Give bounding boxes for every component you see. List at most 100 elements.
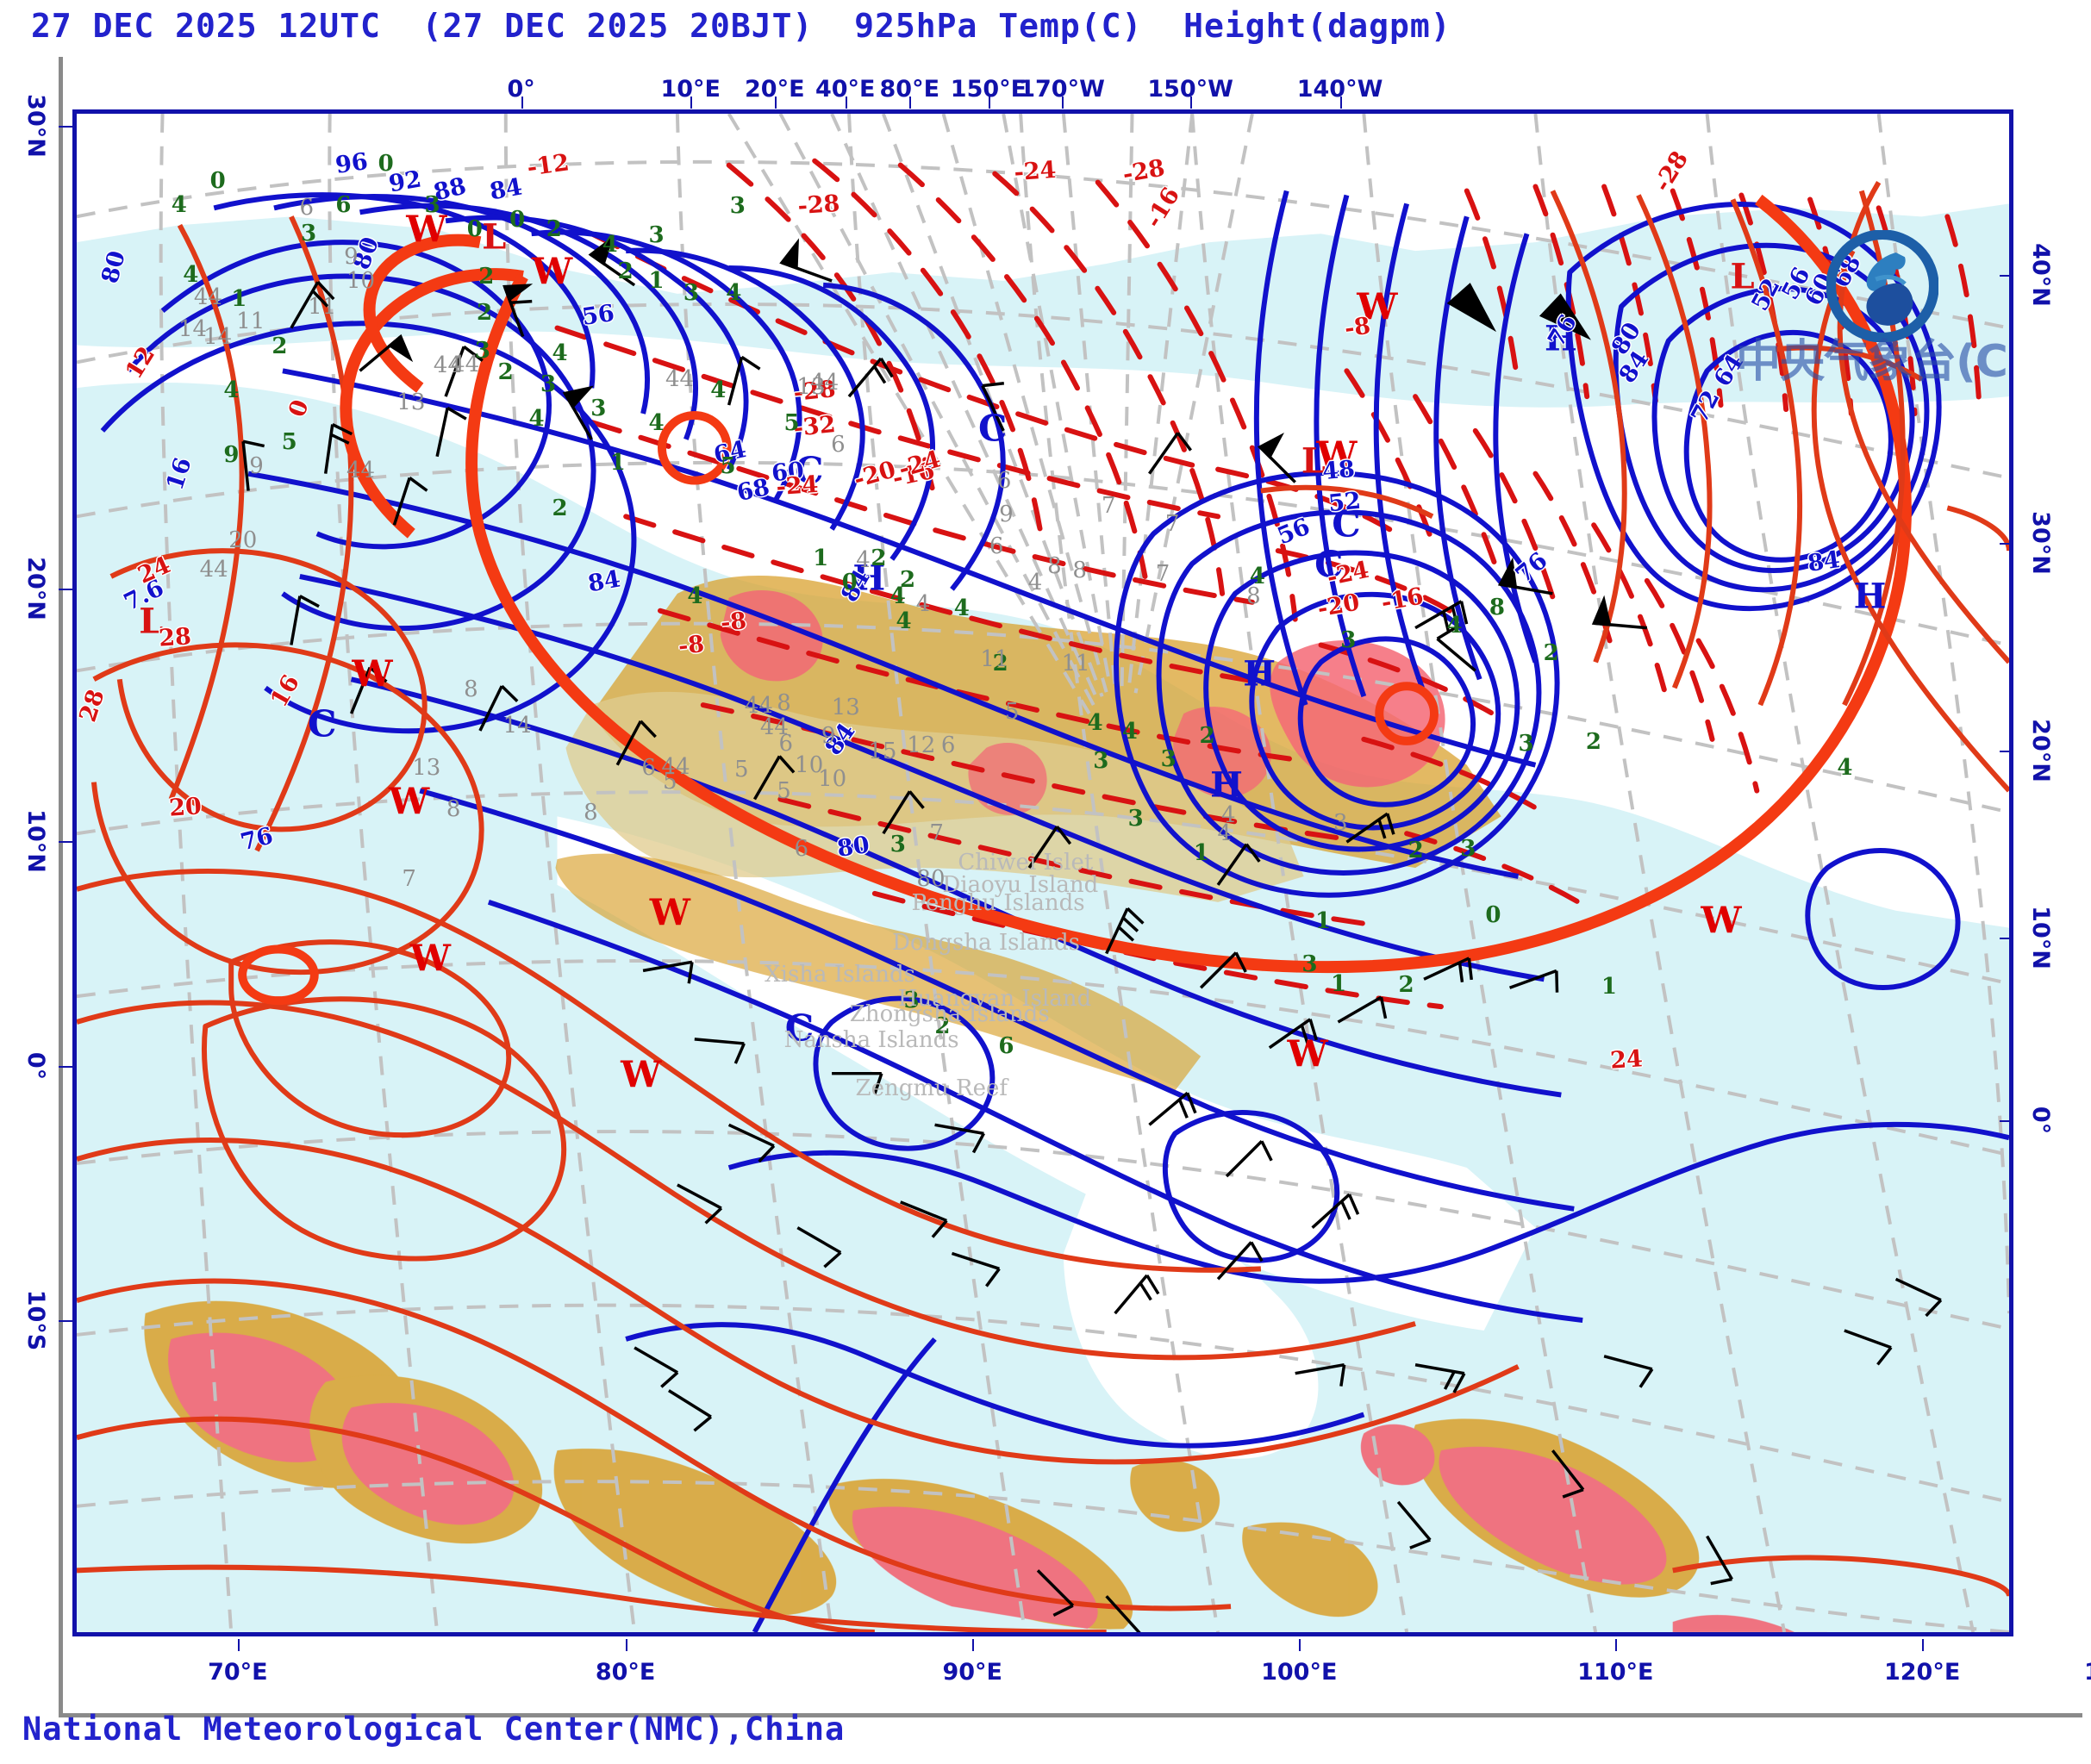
station-dewpoint-value: 8 bbox=[777, 689, 791, 716]
low-center-marker: L bbox=[139, 601, 164, 641]
station-temperature-value: 2 bbox=[1398, 972, 1414, 999]
station-dewpoint-value: 6 bbox=[996, 468, 1012, 495]
station-temperature-value: 4 bbox=[1121, 719, 1138, 745]
station-temperature-value: 3 bbox=[1460, 835, 1476, 862]
station-temperature-value: 3 bbox=[729, 193, 746, 220]
axis-tick-label: 10°S bbox=[22, 1289, 49, 1351]
station-dewpoint-value: 6 bbox=[940, 732, 956, 758]
station-temperature-value: 3 bbox=[903, 988, 920, 1013]
station-temperature-value: 4 bbox=[1249, 564, 1265, 590]
station-dewpoint-value: 13 bbox=[796, 374, 826, 401]
low-center-marker: L bbox=[482, 216, 507, 258]
axis-tick-label: 110°E bbox=[1577, 1659, 1654, 1686]
axis-tick bbox=[988, 97, 990, 109]
station-temperature-value: 8 bbox=[1489, 594, 1505, 620]
station-temperature-value: 0 bbox=[1485, 902, 1501, 929]
station-temperature-value: 9 bbox=[223, 442, 240, 469]
axis-tick-label: 30°N bbox=[2027, 511, 2054, 576]
low-center-marker: L bbox=[1730, 256, 1755, 297]
station-temperature-value: 5 bbox=[783, 410, 800, 437]
high-center-marker: H bbox=[1243, 653, 1276, 695]
station-dewpoint-value: 8 bbox=[446, 795, 461, 822]
wind-barbs bbox=[241, 235, 1943, 1632]
axis-tick bbox=[625, 1639, 627, 1651]
station-dewpoint-value: 12 bbox=[907, 732, 936, 758]
axis-tick bbox=[1922, 1639, 1925, 1651]
station-temperature-value: 4 bbox=[223, 377, 240, 403]
station-dewpoint-value: 14 bbox=[203, 324, 233, 350]
axis-tick bbox=[845, 97, 847, 109]
station-temperature-value: 4 bbox=[687, 583, 703, 610]
axis-tick-label: 120°E bbox=[1883, 1659, 1961, 1686]
station-temperature-value: 4 bbox=[1087, 709, 1103, 736]
axis-tick bbox=[1062, 97, 1064, 109]
station-dewpoint-value: 6 bbox=[778, 731, 794, 757]
station-dewpoint-value: 4 bbox=[856, 547, 871, 574]
station-dewpoint-value: 44 bbox=[661, 753, 690, 780]
station-dewpoint-value: 7 bbox=[1101, 492, 1116, 519]
station-temperature-value: 2 bbox=[992, 650, 1008, 676]
station-temperature-value: 3 bbox=[889, 831, 906, 857]
axis-tick bbox=[237, 1639, 240, 1651]
station-temperature-value: 0 bbox=[378, 151, 394, 178]
axis-tick-label: 20°N bbox=[2027, 719, 2054, 783]
axis-tick bbox=[2000, 751, 2013, 753]
warm-center-marker: W bbox=[409, 937, 451, 980]
station-temperature-value: 4 bbox=[1837, 755, 1853, 782]
station-temperature-value: 4 bbox=[889, 583, 906, 610]
axis-tick bbox=[59, 1320, 72, 1323]
warm-center-marker: W bbox=[1701, 899, 1742, 942]
station-temperature-value: 4 bbox=[528, 406, 545, 433]
station-dewpoint-value: 9 bbox=[249, 452, 264, 479]
axis-tick bbox=[59, 1066, 72, 1069]
station-dewpoint-value: 9 bbox=[821, 723, 836, 750]
station-temperature-value: 2 bbox=[497, 358, 514, 385]
height-contour-label: 84 bbox=[1806, 545, 1842, 577]
axis-tick-label: 100°E bbox=[1261, 1659, 1338, 1686]
axis-tick bbox=[59, 840, 72, 843]
station-dewpoint-value: 6 bbox=[831, 432, 846, 458]
station-dewpoint-value: 11 bbox=[308, 293, 337, 320]
height-contour-label: 84 bbox=[585, 565, 623, 598]
axis-tick-label: 20°N bbox=[22, 557, 49, 620]
height-contour-label: 80 bbox=[835, 832, 872, 863]
axis-tick bbox=[909, 97, 912, 109]
axis-tick-label: 30°N bbox=[22, 93, 49, 158]
high-center-marker: H bbox=[852, 558, 886, 599]
station-temperature-value: 6 bbox=[335, 191, 352, 218]
axis-tick bbox=[59, 588, 72, 590]
axis-tick bbox=[2000, 938, 2013, 940]
warm-center-marker: W bbox=[1357, 285, 1398, 328]
station-dewpoint-value: 14 bbox=[178, 316, 208, 343]
island-label: Nansha Islands bbox=[783, 1026, 959, 1053]
island-label: Huangyan Island bbox=[897, 986, 1092, 1013]
height-contour-label: 56 bbox=[580, 300, 617, 332]
station-dewpoint-value: 6 bbox=[794, 835, 809, 862]
axis-tick bbox=[521, 97, 523, 109]
temperature-contour-label: -8 bbox=[719, 608, 748, 638]
axis-tick bbox=[2000, 543, 2013, 545]
warm-center-marker: W bbox=[649, 891, 690, 934]
station-temperature-value: 1 bbox=[1315, 908, 1332, 935]
station-temperature-value: 0 bbox=[841, 570, 858, 596]
station-temperature-value: 3 bbox=[540, 371, 557, 397]
station-temperature-value: 5 bbox=[720, 452, 736, 479]
station-temperature-value: 1 bbox=[1330, 970, 1347, 997]
station-temperature-value: 2 bbox=[934, 1013, 951, 1039]
station-dewpoint-value: 7 bbox=[1164, 510, 1180, 537]
station-dewpoint-value: 44 bbox=[346, 458, 376, 484]
axis-tick bbox=[1339, 97, 1342, 109]
station-dewpoint-value: 6 bbox=[641, 755, 656, 782]
station-temperature-value: 3 bbox=[648, 221, 665, 248]
station-dewpoint-value: 5 bbox=[663, 769, 677, 795]
station-dewpoint-value: 6 bbox=[989, 533, 1004, 560]
station-temperature-value: 3 bbox=[1518, 731, 1534, 757]
axis-tick-label: 70°E bbox=[208, 1659, 268, 1686]
cold-center-marker: C bbox=[794, 449, 824, 492]
station-dewpoint-value: 11 bbox=[236, 309, 265, 335]
temperature-contour-label: 20 bbox=[167, 793, 203, 822]
axis-tick-label: 10°N bbox=[22, 808, 49, 873]
axis-tick-label: 90°E bbox=[942, 1659, 1003, 1686]
